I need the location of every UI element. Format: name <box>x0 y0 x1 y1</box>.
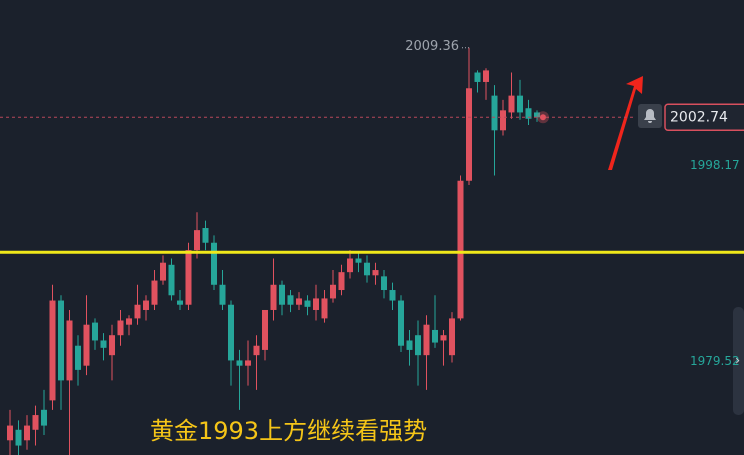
candle-body <box>15 429 22 446</box>
candle-body <box>406 340 413 350</box>
candle-body <box>32 415 39 430</box>
candle-body <box>304 300 311 307</box>
candle-body <box>134 304 141 319</box>
candle-body <box>508 95 515 113</box>
candle-body <box>270 284 277 310</box>
candle-body <box>330 284 336 299</box>
candle-body <box>338 272 345 291</box>
candle-body <box>92 322 98 341</box>
candle-body <box>177 300 183 305</box>
scroll-arrow: › <box>735 354 740 369</box>
candle-body <box>117 320 124 336</box>
candle-body <box>41 409 47 426</box>
candle-body <box>100 340 107 348</box>
candle-body <box>202 228 209 243</box>
candle-body <box>483 70 489 82</box>
candle-body <box>160 262 166 281</box>
candle-body <box>321 298 328 319</box>
price-label-box <box>664 103 744 132</box>
candle-body <box>194 230 200 251</box>
candle-body <box>253 345 260 356</box>
candle-body <box>347 258 353 273</box>
candle-body <box>432 329 438 343</box>
candle-body <box>457 180 464 319</box>
candle-body <box>168 264 175 296</box>
candle-body <box>381 276 387 291</box>
candle-body <box>296 298 302 305</box>
candle-body <box>126 318 132 325</box>
annotation: 黄金1993上方继续看强势 <box>150 417 427 445</box>
candle-body <box>236 360 243 366</box>
y-tick-label: 1979.52 <box>690 354 740 368</box>
candle-body <box>415 335 421 356</box>
candle-body <box>24 425 30 441</box>
bell-icon <box>644 109 656 123</box>
candle-body <box>109 335 115 356</box>
candle-body <box>440 335 447 341</box>
candle-body <box>151 280 158 305</box>
candle-body <box>372 270 379 276</box>
current-price-label: 2002.74 <box>670 109 728 125</box>
candle-body <box>219 284 226 305</box>
candle-body <box>500 110 506 131</box>
candle-body <box>491 95 498 131</box>
candle-body <box>83 324 90 366</box>
candle-body <box>313 298 319 310</box>
candle-body <box>279 284 285 305</box>
candle-body <box>185 250 192 305</box>
candle-body <box>474 72 481 82</box>
price-dot <box>540 114 546 121</box>
candle-body <box>398 300 404 346</box>
candle-body <box>7 425 13 441</box>
candle-body <box>228 304 234 361</box>
candle-body <box>525 108 532 119</box>
candle-body <box>355 258 362 263</box>
candle-body <box>66 320 73 381</box>
candle-body <box>58 300 64 381</box>
candle-body <box>143 300 149 310</box>
candle-body <box>449 318 455 356</box>
high-label: 2009.36 <box>405 39 459 54</box>
candle-body <box>534 112 540 118</box>
scrollbar[interactable] <box>733 307 744 415</box>
y-tick-label: 1998.17 <box>690 158 740 172</box>
candle-body <box>364 262 370 276</box>
candle-body <box>517 95 523 113</box>
candle-body <box>211 242 217 285</box>
candle-body <box>389 290 396 301</box>
candle-body <box>466 88 472 181</box>
candle-body <box>49 300 56 401</box>
arrow <box>608 76 643 170</box>
candle-body <box>75 345 81 370</box>
candle-body <box>262 309 268 350</box>
candle-body <box>423 324 430 356</box>
candle-body <box>287 295 294 305</box>
candle-body <box>245 360 251 366</box>
